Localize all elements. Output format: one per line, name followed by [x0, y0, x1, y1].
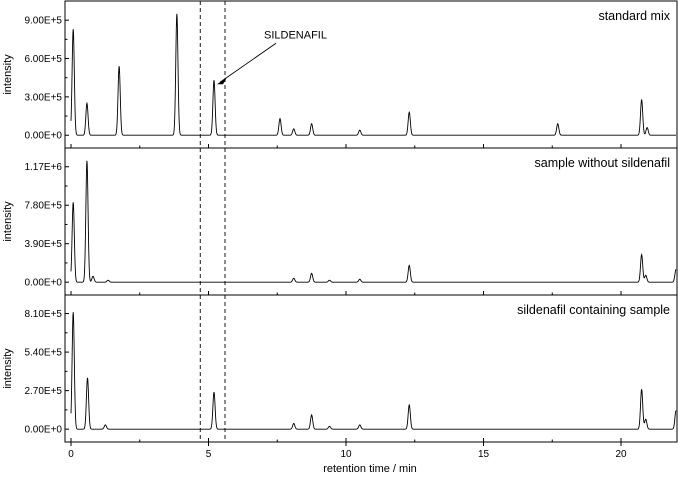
markers-layer	[199, 1, 226, 442]
panel-frame	[64, 294, 678, 443]
y-tick-label: 3.00E+5	[24, 92, 62, 103]
x-tick-label: 0	[68, 449, 74, 460]
x-tick-label: 20	[615, 449, 627, 460]
y-tick-label: 1.17E+6	[24, 162, 62, 173]
panels-layer: 0.00E+0 3.00E+5 6.00E+5 9.00E+5 intensity sta…	[2, 0, 678, 443]
y-tick-label: 9.00E+5	[24, 16, 62, 27]
x-axis-title: retention time / min	[323, 463, 417, 475]
panel-title: sildenafil containing sample	[517, 303, 670, 317]
panel-frame	[64, 0, 678, 149]
y-axis-title: intensity	[2, 201, 14, 242]
y-tick-label: 7.80E+5	[24, 201, 62, 212]
panel-title: sample without sildenafil	[535, 156, 671, 170]
y-tick-label: 3.90E+5	[24, 239, 62, 250]
y-tick-label: 8.10E+5	[24, 309, 62, 320]
x-tick-label: 15	[478, 449, 490, 460]
panel-3: 0.00E+0 2.70E+5 5.40E+5 8.10E+5 intensity sil…	[2, 294, 678, 443]
y-axis-title: intensity	[2, 54, 14, 95]
panel-title: standard mix	[598, 9, 670, 23]
y-tick-label: 0.00E+0	[24, 278, 62, 289]
y-tick-label: 5.40E+5	[24, 348, 62, 359]
signal-trace	[70, 160, 677, 283]
annotation-arrowhead	[217, 77, 227, 85]
annotation-arrow	[219, 42, 277, 83]
panel-2: 0.00E+0 3.90E+5 7.80E+5 1.17E+6 intensity sam…	[2, 147, 678, 296]
panel-frame	[64, 147, 678, 296]
signal-trace	[70, 312, 677, 430]
panel-1: 0.00E+0 3.00E+5 6.00E+5 9.00E+5 intensity sta…	[2, 0, 678, 149]
signal-trace	[70, 13, 676, 136]
x-axis: 0 5 10 15 20	[68, 442, 627, 460]
y-tick-label: 6.00E+5	[24, 54, 62, 65]
x-tick-label: 5	[206, 449, 212, 460]
y-tick-label: 2.70E+5	[24, 386, 62, 397]
y-axis-title: intensity	[2, 348, 14, 389]
y-tick-label: 0.00E+0	[24, 131, 62, 142]
x-tick-label: 10	[340, 449, 352, 460]
annotation-label: SILDENAFIL	[264, 29, 327, 41]
y-tick-label: 0.00E+0	[24, 425, 62, 436]
